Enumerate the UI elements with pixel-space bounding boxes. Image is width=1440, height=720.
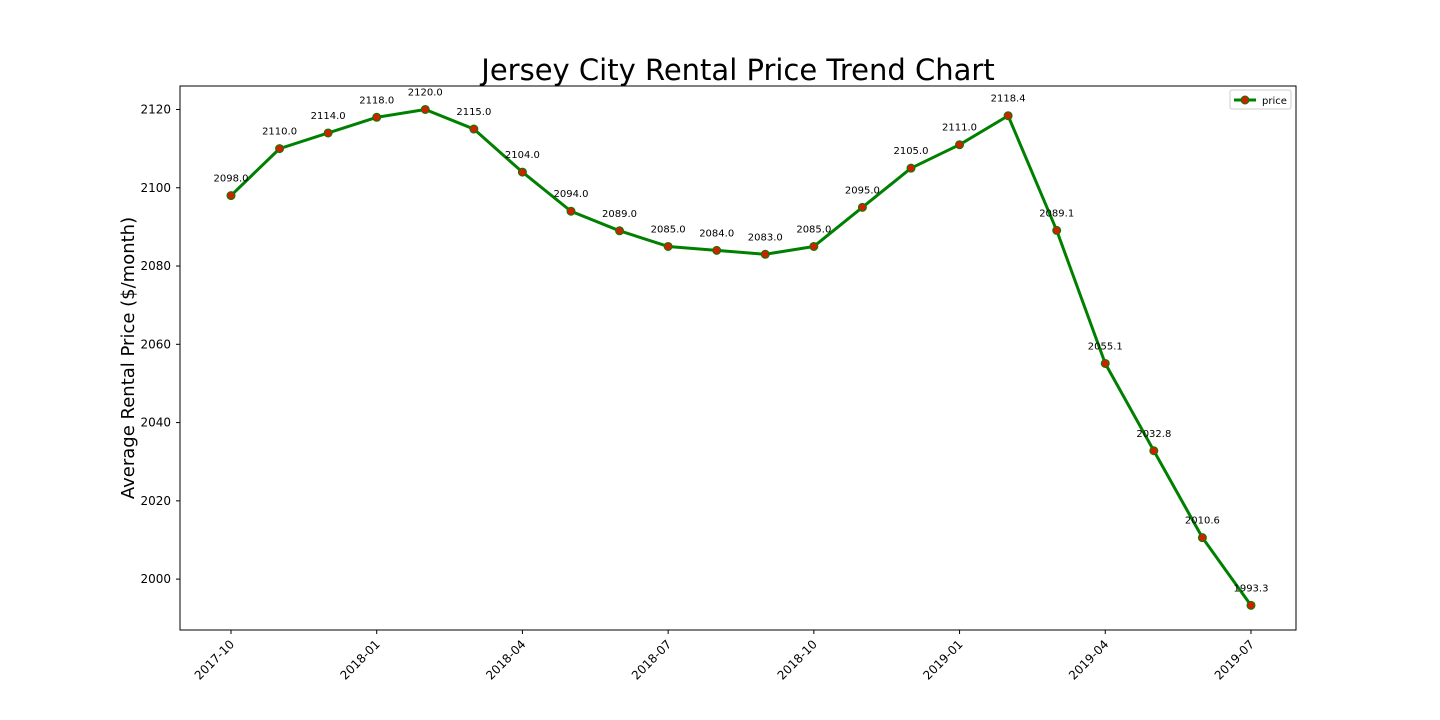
y-tick-label: 2040 — [140, 416, 171, 430]
legend-marker-swatch — [1240, 95, 1250, 105]
y-tick-label: 2060 — [140, 337, 171, 351]
data-point — [323, 128, 333, 138]
series-line-group — [229, 107, 1253, 607]
x-tick-label: 2017-10 — [192, 637, 237, 682]
plot-area-frame — [179, 85, 1297, 631]
data-point — [712, 245, 722, 255]
data-point — [1100, 358, 1110, 368]
data-point — [420, 104, 430, 114]
data-point — [615, 226, 625, 236]
data-value-label: 2010.6 — [1185, 516, 1220, 527]
data-point — [1003, 111, 1013, 121]
data-value-label: 2032.8 — [1136, 429, 1171, 440]
data-value-label: 2095.0 — [845, 185, 880, 196]
data-point — [372, 112, 382, 122]
y-axis-ticks: 2000 2020 2040 2060 2080 2100 2120 — [140, 102, 180, 586]
data-point — [906, 163, 916, 173]
data-value-label: 2085.0 — [651, 224, 686, 235]
data-value-label: 2118.0 — [359, 95, 394, 106]
data-value-label: 2114.0 — [311, 111, 346, 122]
data-value-label: 1993.3 — [1233, 583, 1268, 594]
y-axis-label: Average Rental Price ($/month) — [118, 217, 139, 499]
data-value-label: 2105.0 — [893, 146, 928, 157]
data-point — [663, 241, 673, 251]
data-value-label: 2118.4 — [991, 94, 1026, 105]
x-tick-label: 2019-04 — [1066, 637, 1111, 682]
x-tick-label: 2019-01 — [920, 637, 965, 682]
x-tick-label: 2018-04 — [483, 637, 528, 682]
data-point — [809, 241, 819, 251]
data-point — [1149, 446, 1159, 456]
data-point — [760, 249, 770, 259]
data-value-label: 2094.0 — [553, 189, 588, 200]
data-point — [469, 124, 479, 134]
x-tick-label: 2018-07 — [629, 637, 674, 682]
y-tick-label: 2020 — [140, 494, 171, 508]
data-value-label: 2085.0 — [796, 224, 831, 235]
data-point — [517, 167, 527, 177]
data-point — [566, 206, 576, 216]
x-tick-label: 2018-10 — [775, 637, 820, 682]
data-point — [1197, 533, 1207, 543]
series-markers — [226, 104, 1256, 610]
data-value-label: 2089.0 — [602, 209, 637, 220]
data-value-label: 2104.0 — [505, 150, 540, 161]
data-value-label: 2055.1 — [1088, 341, 1123, 352]
data-value-label: 2111.0 — [942, 123, 977, 134]
y-tick-label: 2000 — [140, 572, 171, 586]
data-point — [275, 144, 285, 154]
data-point — [226, 191, 236, 201]
data-point — [857, 202, 867, 212]
data-value-label: 2083.0 — [748, 232, 783, 243]
data-value-label: 2110.0 — [262, 127, 297, 138]
data-value-label: 2089.1 — [1039, 208, 1074, 219]
data-point — [955, 140, 965, 150]
chart-title: Jersey City Rental Price Trend Chart — [479, 53, 994, 87]
series-line-price — [229, 107, 1253, 607]
data-point — [1246, 600, 1256, 610]
x-tick-label: 2019-07 — [1212, 637, 1257, 682]
y-tick-label: 2080 — [140, 259, 171, 273]
data-point — [1052, 225, 1062, 235]
data-value-label: 2098.0 — [214, 174, 249, 185]
data-value-label: 2115.0 — [456, 107, 491, 118]
legend-label: price — [1262, 96, 1287, 107]
y-tick-label: 2120 — [140, 102, 171, 116]
x-axis-ticks: 2017-10 2018-01 2018-04 2018-07 2018-10 2019-… — [192, 630, 1257, 683]
data-value-label: 2120.0 — [408, 87, 443, 98]
y-tick-label: 2100 — [140, 181, 171, 195]
data-value-label: 2084.0 — [699, 228, 734, 239]
legend: price — [1229, 89, 1292, 110]
x-tick-label: 2018-01 — [337, 637, 382, 682]
data-labels: 2098.0 2110.0 2114.0 2118.0 2120.0 2115.0 2104… — [214, 87, 1269, 594]
